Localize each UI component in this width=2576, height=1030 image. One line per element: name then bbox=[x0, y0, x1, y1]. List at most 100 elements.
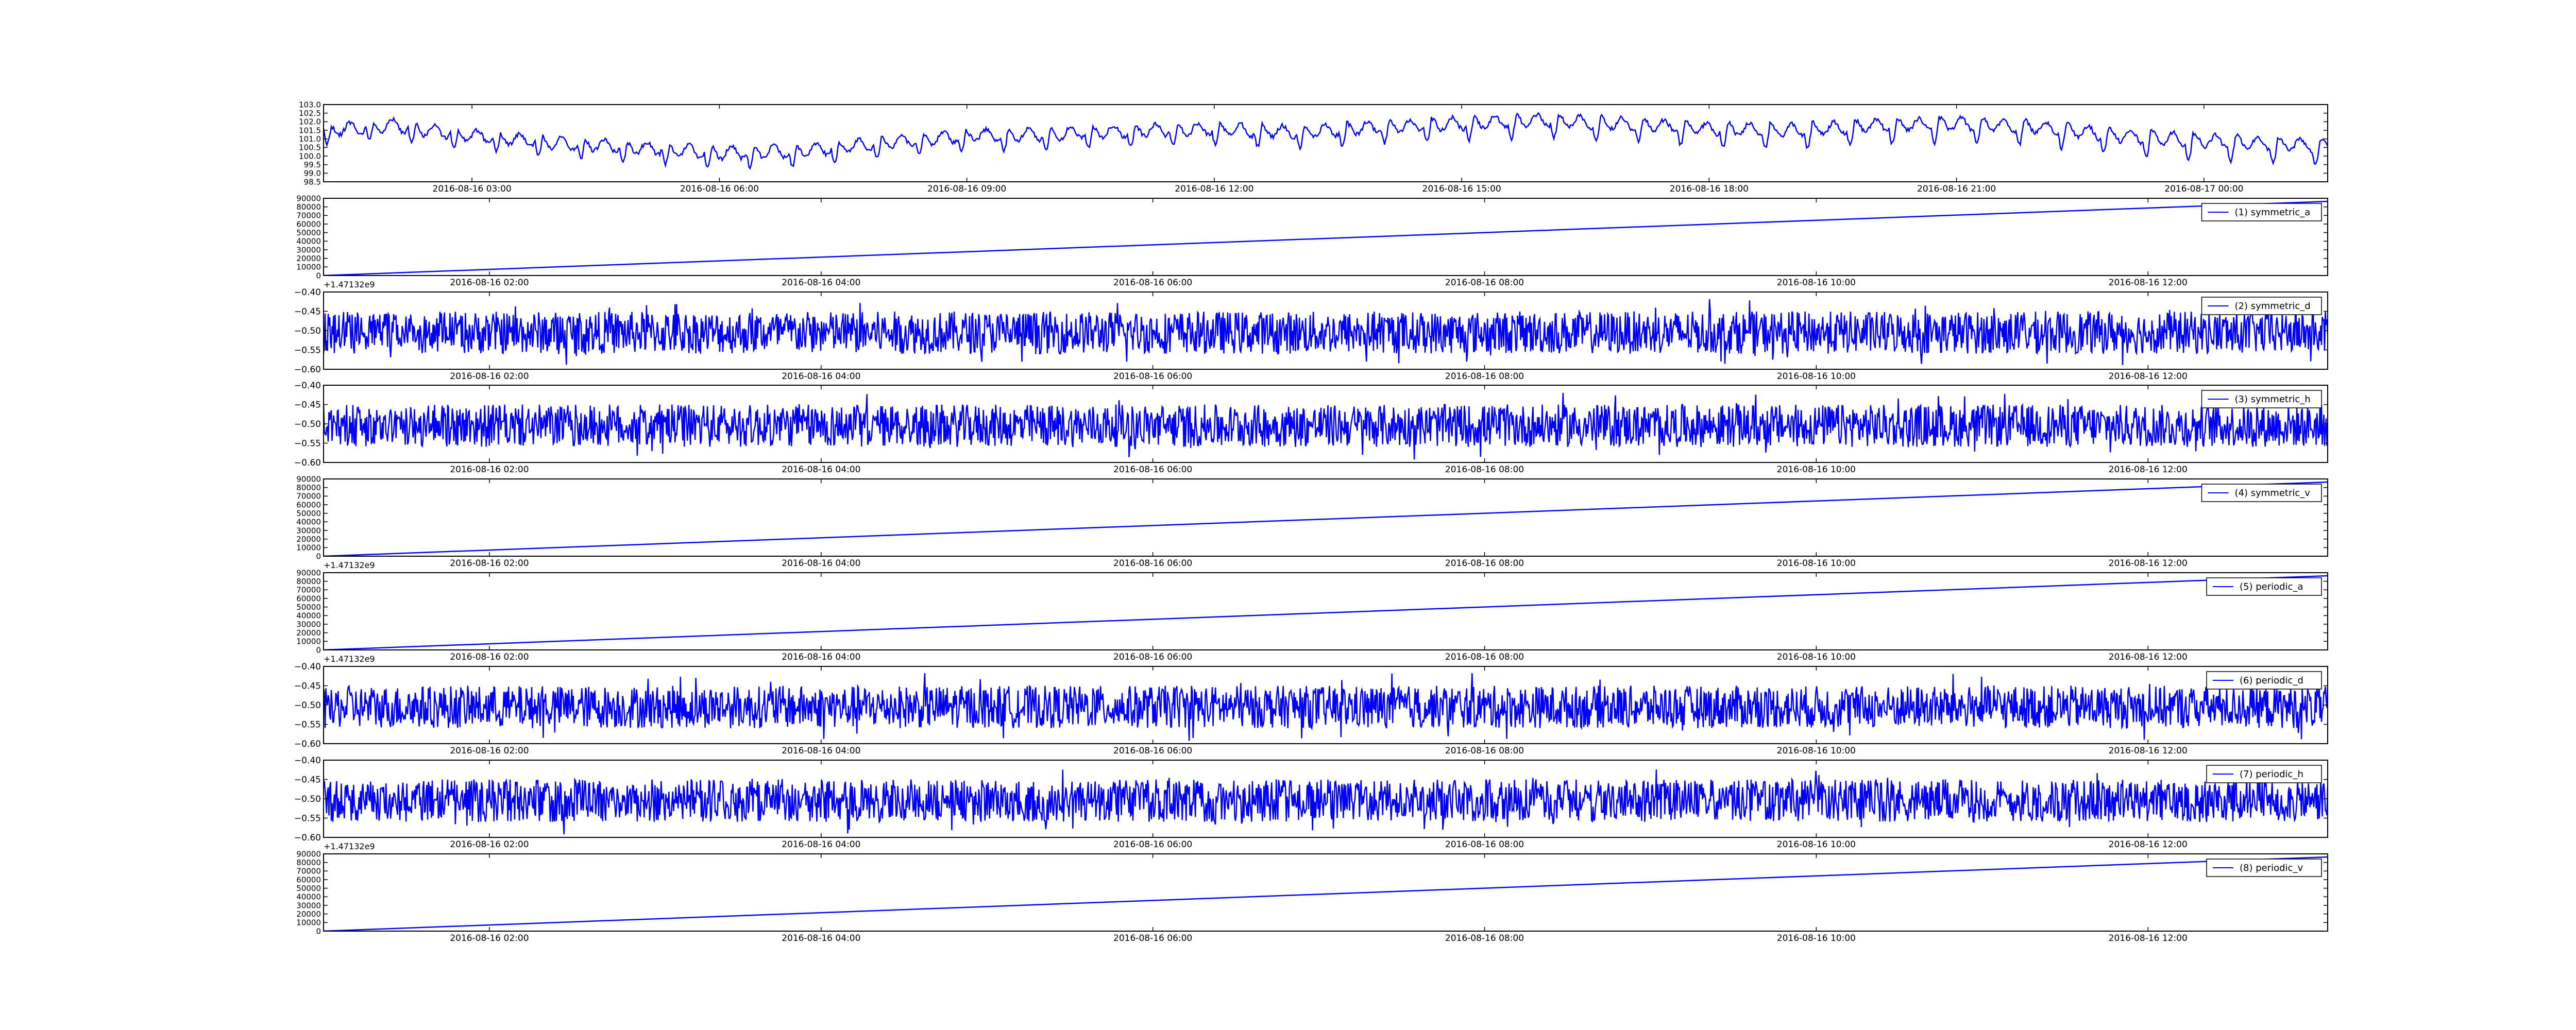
y-tick-label: −0.55 bbox=[294, 719, 321, 730]
legend-label: (8) periodic_v bbox=[2240, 863, 2303, 873]
x-tick-label: 2016-08-16 02:00 bbox=[450, 278, 529, 288]
y-tick-label: 30000 bbox=[296, 901, 321, 910]
y-tick-label: 99.0 bbox=[304, 169, 321, 178]
y-tick-label: −0.60 bbox=[294, 833, 321, 843]
subplot-5: 0100002000030000400005000060000700008000… bbox=[296, 568, 2328, 664]
y-tick-label: 70000 bbox=[296, 586, 321, 595]
y-tick-label: −0.45 bbox=[294, 681, 321, 691]
x-tick-label: 2016-08-16 15:00 bbox=[1422, 184, 1501, 194]
plot-frame-8 bbox=[323, 853, 2328, 932]
legend-1: (1) symmetric_a bbox=[2201, 203, 2322, 221]
series-line-3-0 bbox=[324, 392, 2328, 460]
series-line-8-0 bbox=[324, 856, 2328, 931]
subplot-8: 0100002000030000400005000060000700008000… bbox=[296, 849, 2328, 943]
x-tick-label: 2016-08-16 08:00 bbox=[1445, 465, 1524, 475]
y-tick-label: 50000 bbox=[296, 228, 321, 237]
x-tick-label: 2016-08-16 02:00 bbox=[450, 558, 529, 569]
x-tick-label: 2016-08-16 04:00 bbox=[782, 465, 860, 475]
legend-3: (3) symmetric_h bbox=[2201, 390, 2322, 408]
x-tick-label: 2016-08-16 04:00 bbox=[782, 746, 860, 756]
x-offset-label: +1.47132e9 bbox=[324, 842, 375, 851]
y-tick-label: 102.0 bbox=[299, 117, 321, 127]
x-tick-label: 2016-08-16 12:00 bbox=[2109, 465, 2188, 475]
subplot-0: 98.599.099.5100.0100.5101.0101.5102.0102… bbox=[299, 100, 2328, 194]
x-tick-label: 2016-08-16 12:00 bbox=[2109, 839, 2188, 850]
series-line-7-0 bbox=[324, 767, 2328, 835]
y-tick-label: 90000 bbox=[296, 849, 321, 859]
x-tick-label: 2016-08-16 02:00 bbox=[450, 839, 529, 850]
y-tick-label: 40000 bbox=[296, 518, 321, 527]
y-tick-label: −0.50 bbox=[294, 700, 321, 711]
x-tick-label: 2016-08-16 04:00 bbox=[782, 558, 860, 569]
y-tick-label: 0 bbox=[316, 926, 321, 936]
y-tick-label: −0.60 bbox=[294, 739, 321, 749]
x-offset-label: +1.47132e9 bbox=[324, 560, 375, 570]
legend-2: (2) symmetric_d bbox=[2201, 297, 2322, 315]
legend-label: (7) periodic_h bbox=[2240, 769, 2303, 780]
legend-5: (5) periodic_a bbox=[2206, 577, 2322, 596]
x-tick-label: 2016-08-16 02:00 bbox=[450, 933, 529, 943]
x-tick-label: 2016-08-16 06:00 bbox=[1113, 652, 1192, 662]
y-tick-label: 103.0 bbox=[299, 100, 321, 109]
x-tick-label: 2016-08-16 08:00 bbox=[1445, 278, 1524, 288]
y-tick-label: −0.50 bbox=[294, 794, 321, 804]
y-tick-label: 70000 bbox=[296, 492, 321, 501]
x-tick-label: 2016-08-16 21:00 bbox=[1917, 184, 1996, 194]
y-tick-label: 40000 bbox=[296, 611, 321, 621]
y-tick-label: 80000 bbox=[296, 858, 321, 867]
x-tick-label: 2016-08-16 08:00 bbox=[1445, 933, 1524, 943]
x-tick-label: 2016-08-16 08:00 bbox=[1445, 746, 1524, 756]
x-tick-label: 2016-08-16 09:00 bbox=[927, 184, 1006, 194]
y-tick-label: −0.55 bbox=[294, 813, 321, 823]
x-tick-label: 2016-08-16 04:00 bbox=[782, 933, 860, 943]
x-tick-label: 2016-08-16 04:00 bbox=[782, 652, 860, 662]
legend-label: (2) symmetric_d bbox=[2235, 301, 2311, 312]
y-tick-label: 101.0 bbox=[299, 134, 321, 144]
series-line-2-0 bbox=[324, 299, 2328, 365]
y-tick-label: 40000 bbox=[296, 892, 321, 902]
y-tick-label: 102.5 bbox=[299, 109, 321, 118]
legend-box bbox=[2201, 297, 2322, 315]
x-tick-label: 2016-08-16 08:00 bbox=[1445, 652, 1524, 662]
x-tick-label: 2016-08-16 10:00 bbox=[1777, 933, 1856, 943]
y-tick-label: 10000 bbox=[296, 918, 321, 928]
x-tick-label: 2016-08-16 03:00 bbox=[433, 184, 512, 194]
subplot-6: −0.60 −0.55 −0.50 −0.45 −0.40 2016-08-16 02:0… bbox=[294, 662, 2328, 756]
plot-frame-1 bbox=[323, 198, 2328, 276]
y-tick-label: 70000 bbox=[296, 867, 321, 876]
x-tick-label: 2016-08-16 02:00 bbox=[450, 465, 529, 475]
y-tick-label: 100.5 bbox=[299, 143, 321, 152]
subplot-3: −0.60 −0.55 −0.50 −0.45 −0.40 2016-08-16 02:0… bbox=[294, 381, 2328, 475]
y-tick-label: 40000 bbox=[296, 237, 321, 246]
y-tick-label: 90000 bbox=[296, 474, 321, 484]
y-tick-label: 50000 bbox=[296, 884, 321, 893]
x-tick-label: 2016-08-16 04:00 bbox=[782, 839, 860, 850]
x-tick-label: 2016-08-16 04:00 bbox=[782, 278, 860, 288]
legend-8: (8) periodic_v bbox=[2206, 859, 2322, 877]
legend-7: (7) periodic_h bbox=[2206, 765, 2322, 783]
x-tick-label: 2016-08-16 12:00 bbox=[2109, 278, 2188, 288]
x-tick-label: 2016-08-16 12:00 bbox=[2109, 371, 2188, 382]
x-tick-label: 2016-08-16 08:00 bbox=[1445, 558, 1524, 569]
y-tick-label: 0 bbox=[316, 645, 321, 655]
x-tick-label: 2016-08-16 12:00 bbox=[2109, 558, 2188, 569]
legend-label: (3) symmetric_h bbox=[2235, 394, 2311, 405]
y-tick-label: −0.40 bbox=[294, 287, 321, 298]
legend-label: (5) periodic_a bbox=[2240, 581, 2303, 592]
y-tick-label: −0.55 bbox=[294, 438, 321, 449]
x-tick-label: 2016-08-16 10:00 bbox=[1777, 278, 1856, 288]
x-tick-label: 2016-08-16 06:00 bbox=[1113, 278, 1192, 288]
y-tick-label: 10000 bbox=[296, 637, 321, 646]
y-tick-label: 20000 bbox=[296, 254, 321, 263]
x-tick-label: 2016-08-16 06:00 bbox=[1113, 558, 1192, 569]
y-tick-label: −0.50 bbox=[294, 326, 321, 336]
x-tick-label: 2016-08-16 12:00 bbox=[2109, 746, 2188, 756]
y-tick-label: −0.60 bbox=[294, 365, 321, 375]
subplot-4: 0100002000030000400005000060000700008000… bbox=[296, 474, 2328, 570]
subplot-1: 0100002000030000400005000060000700008000… bbox=[296, 194, 2328, 289]
y-tick-label: 10000 bbox=[296, 543, 321, 553]
y-tick-label: 60000 bbox=[296, 875, 321, 884]
subplot-7: −0.60 −0.55 −0.50 −0.45 −0.40 2016-08-16 02:0… bbox=[294, 756, 2328, 851]
x-tick-label: 2016-08-16 10:00 bbox=[1777, 652, 1856, 662]
